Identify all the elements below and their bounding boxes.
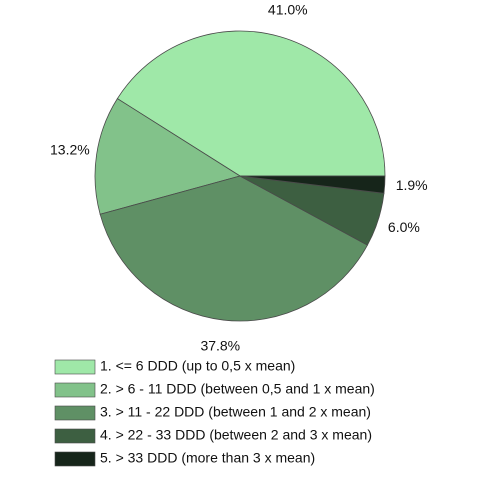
legend-label: 4. > 22 - 33 DDD (between 2 and 3 x mean… bbox=[100, 427, 372, 443]
legend-swatch bbox=[54, 359, 96, 375]
legend-swatch bbox=[54, 451, 96, 467]
pie-slice bbox=[116, 30, 386, 177]
data-label: 13.2% bbox=[50, 141, 90, 157]
data-label: 1.9% bbox=[396, 177, 428, 193]
pie-slice bbox=[94, 98, 241, 215]
legend-label: 1. <= 6 DDD (up to 0,5 x mean) bbox=[100, 358, 295, 374]
legend-swatch bbox=[54, 382, 96, 398]
legend-swatch bbox=[54, 428, 96, 444]
legend-label: 5. > 33 DDD (more than 3 x mean) bbox=[100, 450, 315, 466]
pie-slice bbox=[239, 175, 386, 194]
data-label: 6.0% bbox=[388, 219, 420, 235]
legend-label: 2. > 6 - 11 DDD (between 0,5 and 1 x mea… bbox=[100, 381, 375, 397]
legend-label: 3. > 11 - 22 DDD (between 1 and 2 x mean… bbox=[100, 404, 371, 420]
data-label: 41.0% bbox=[268, 1, 308, 17]
legend-swatch bbox=[54, 405, 96, 421]
data-label: 37.8% bbox=[200, 338, 240, 354]
pie-slice bbox=[99, 175, 369, 322]
